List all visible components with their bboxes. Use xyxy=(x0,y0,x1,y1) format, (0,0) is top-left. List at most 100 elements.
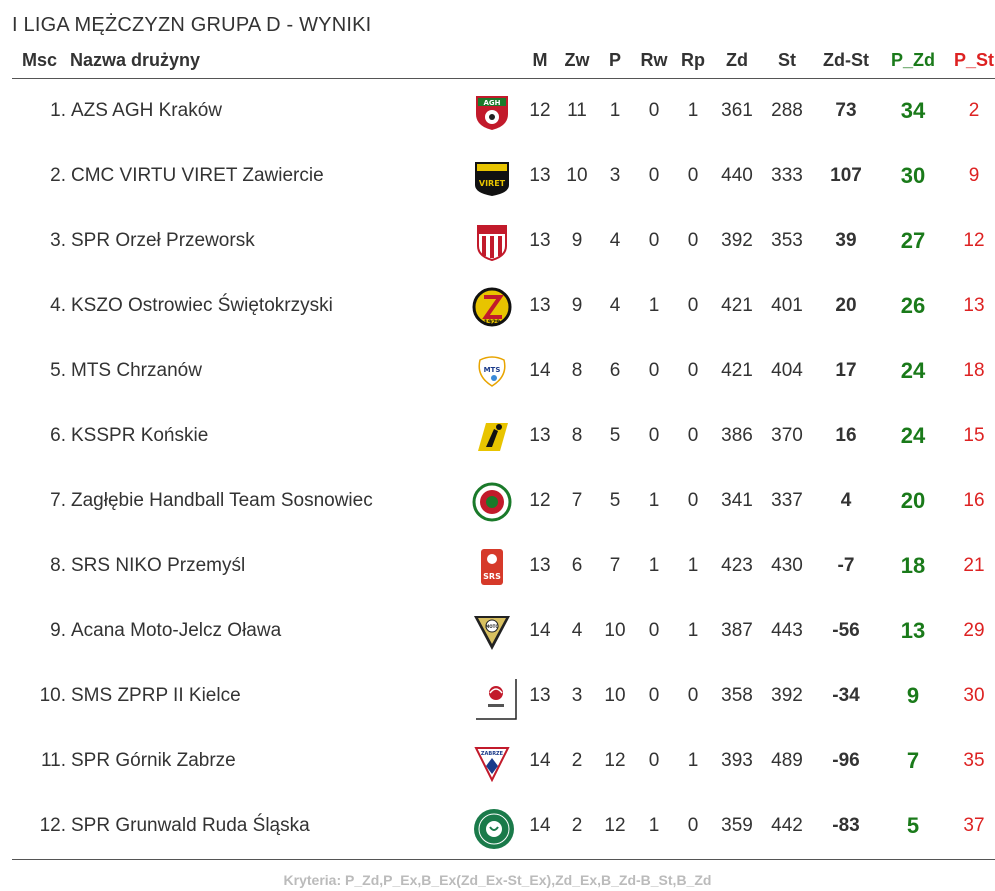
matches-cell: 13 xyxy=(529,230,551,251)
goals-against-cell: 288 xyxy=(771,100,803,121)
table-row[interactable]: 11. SPR Górnik Zabrze ZABRZE 14 2 12 0 1… xyxy=(12,729,995,794)
header-pst[interactable]: P_St xyxy=(953,50,995,70)
header-p[interactable]: P xyxy=(608,50,621,70)
team-name-cell[interactable]: SPR Grunwald Ruda Śląska xyxy=(71,815,310,836)
goals-for-cell: 361 xyxy=(721,100,753,121)
goals-for-cell: 358 xyxy=(721,685,753,706)
orzel-logo xyxy=(472,222,512,262)
losses-cell: 4 xyxy=(609,230,621,251)
team-name-cell[interactable]: CMC VIRTU VIRET Zawiercie xyxy=(71,165,324,186)
header-rp[interactable]: Rp xyxy=(681,50,705,70)
goals-for-cell: 386 xyxy=(721,425,753,446)
header-rw[interactable]: Rw xyxy=(640,50,668,70)
header-m[interactable]: M xyxy=(532,50,548,70)
points-for-cell: 24 xyxy=(900,423,926,448)
goal-diff-cell: 4 xyxy=(840,490,852,511)
header-diff[interactable]: Zd-St xyxy=(823,50,869,70)
matches-cell: 13 xyxy=(529,685,551,706)
points-against-cell: 13 xyxy=(963,295,985,316)
table-row[interactable]: 10. SMS ZPRP II Kielce 13 3 10 0 0 358 3… xyxy=(12,664,995,729)
rank-cell: 7. xyxy=(50,490,66,511)
header-team[interactable]: Nazwa drużyny xyxy=(70,50,201,70)
goals-against-cell: 430 xyxy=(771,555,803,576)
wins-cell: 8 xyxy=(571,425,583,446)
matches-cell: 14 xyxy=(529,620,551,641)
svg-text:AGH: AGH xyxy=(483,99,500,107)
points-for-cell: 24 xyxy=(900,358,926,383)
header-zw[interactable]: Zw xyxy=(564,50,590,70)
rw-cell: 1 xyxy=(648,295,660,316)
rp-cell: 0 xyxy=(687,490,699,511)
team-name-cell[interactable]: KSSPR Końskie xyxy=(71,425,209,446)
goals-against-cell: 353 xyxy=(771,230,803,251)
svg-text:1929: 1929 xyxy=(484,319,501,326)
points-against-cell: 37 xyxy=(963,815,985,836)
wins-cell: 10 xyxy=(566,165,588,186)
table-row[interactable]: 5. MTS Chrzanów MTS 14 8 6 0 0 421 404 1… xyxy=(12,339,995,404)
wins-cell: 4 xyxy=(571,620,583,641)
table-row[interactable]: 6. KSSPR Końskie 13 8 5 0 0 386 370 16 2… xyxy=(12,404,995,469)
losses-cell: 10 xyxy=(604,685,626,706)
goals-against-cell: 489 xyxy=(771,750,803,771)
rank-cell: 3. xyxy=(50,230,66,251)
table-row[interactable]: 1. AZS AGH Kraków AGH 12 11 1 0 1 361 28… xyxy=(12,79,995,144)
goal-diff-cell: 39 xyxy=(835,230,857,251)
matches-cell: 13 xyxy=(529,425,551,446)
table-row[interactable]: 4. KSZO Ostrowiec Świętokrzyski 1929 13 … xyxy=(12,274,995,339)
zaglebie-logo xyxy=(472,482,512,522)
team-name-cell[interactable]: SPR Górnik Zabrze xyxy=(71,750,236,771)
losses-cell: 7 xyxy=(609,555,621,576)
rp-cell: 0 xyxy=(687,815,699,836)
table-row[interactable]: 2. CMC VIRTU VIRET Zawiercie VIRET 13 10… xyxy=(12,144,995,209)
team-name-cell[interactable]: Acana Moto-Jelcz Oława xyxy=(71,620,282,641)
table-row[interactable]: 7. Zagłębie Handball Team Sosnowiec 12 7… xyxy=(12,469,995,534)
team-name-cell[interactable]: SRS NIKO Przemyśl xyxy=(71,555,246,576)
table-body: 1. AZS AGH Kraków AGH 12 11 1 0 1 361 28… xyxy=(12,79,995,859)
header-pzd[interactable]: P_Zd xyxy=(890,50,935,70)
goal-diff-cell: -96 xyxy=(832,750,860,771)
goal-diff-cell: 73 xyxy=(835,100,857,121)
goal-diff-cell: 17 xyxy=(835,360,857,381)
rank-cell: 5. xyxy=(50,360,66,381)
goal-diff-cell: -83 xyxy=(832,815,860,836)
rp-cell: 1 xyxy=(687,620,699,641)
table-row[interactable]: 3. SPR Orzeł Przeworsk 13 9 4 0 0 392 35… xyxy=(12,209,995,274)
team-name-cell[interactable]: Zagłębie Handball Team Sosnowiec xyxy=(71,490,373,511)
points-against-cell: 2 xyxy=(968,100,980,121)
header-st[interactable]: St xyxy=(778,50,796,70)
table-row[interactable]: 9. Acana Moto-Jelcz Oława MOTO 14 4 10 0… xyxy=(12,599,995,664)
header-zd[interactable]: Zd xyxy=(726,50,748,70)
table-row[interactable]: 12. SPR Grunwald Ruda Śląska 14 2 12 1 0… xyxy=(12,794,995,859)
rp-cell: 0 xyxy=(687,425,699,446)
svg-text:MOTO: MOTO xyxy=(485,624,499,629)
team-name-cell[interactable]: SMS ZPRP II Kielce xyxy=(71,685,241,706)
goals-against-cell: 443 xyxy=(771,620,803,641)
goal-diff-cell: -7 xyxy=(837,555,855,576)
points-for-cell: 5 xyxy=(906,813,920,838)
table-row[interactable]: 8. SRS NIKO Przemyśl SRS 13 6 7 1 1 423 … xyxy=(12,534,995,599)
matches-cell: 14 xyxy=(529,750,551,771)
goals-for-cell: 387 xyxy=(721,620,753,641)
rw-cell: 0 xyxy=(648,750,660,771)
gornik-logo: ZABRZE xyxy=(472,742,512,783)
rw-cell: 0 xyxy=(648,425,660,446)
rw-cell: 0 xyxy=(648,360,660,381)
team-name-cell[interactable]: MTS Chrzanów xyxy=(71,360,202,381)
goals-for-cell: 359 xyxy=(721,815,753,836)
rank-cell: 6. xyxy=(50,425,66,446)
goals-for-cell: 440 xyxy=(721,165,753,186)
points-against-cell: 35 xyxy=(963,750,985,771)
header-msc[interactable]: Msc xyxy=(22,50,58,70)
rp-cell: 0 xyxy=(687,295,699,316)
team-name-cell[interactable]: KSZO Ostrowiec Świętokrzyski xyxy=(71,295,333,316)
goals-against-cell: 401 xyxy=(771,295,803,316)
matches-cell: 13 xyxy=(529,555,551,576)
goals-against-cell: 337 xyxy=(771,490,803,511)
rank-cell: 4. xyxy=(50,295,66,316)
team-name-cell[interactable]: AZS AGH Kraków xyxy=(71,100,222,121)
points-for-cell: 34 xyxy=(900,98,926,123)
losses-cell: 1 xyxy=(609,100,621,121)
svg-text:VIRET: VIRET xyxy=(479,179,506,188)
team-name-cell[interactable]: SPR Orzeł Przeworsk xyxy=(71,230,255,251)
wins-cell: 6 xyxy=(571,555,583,576)
